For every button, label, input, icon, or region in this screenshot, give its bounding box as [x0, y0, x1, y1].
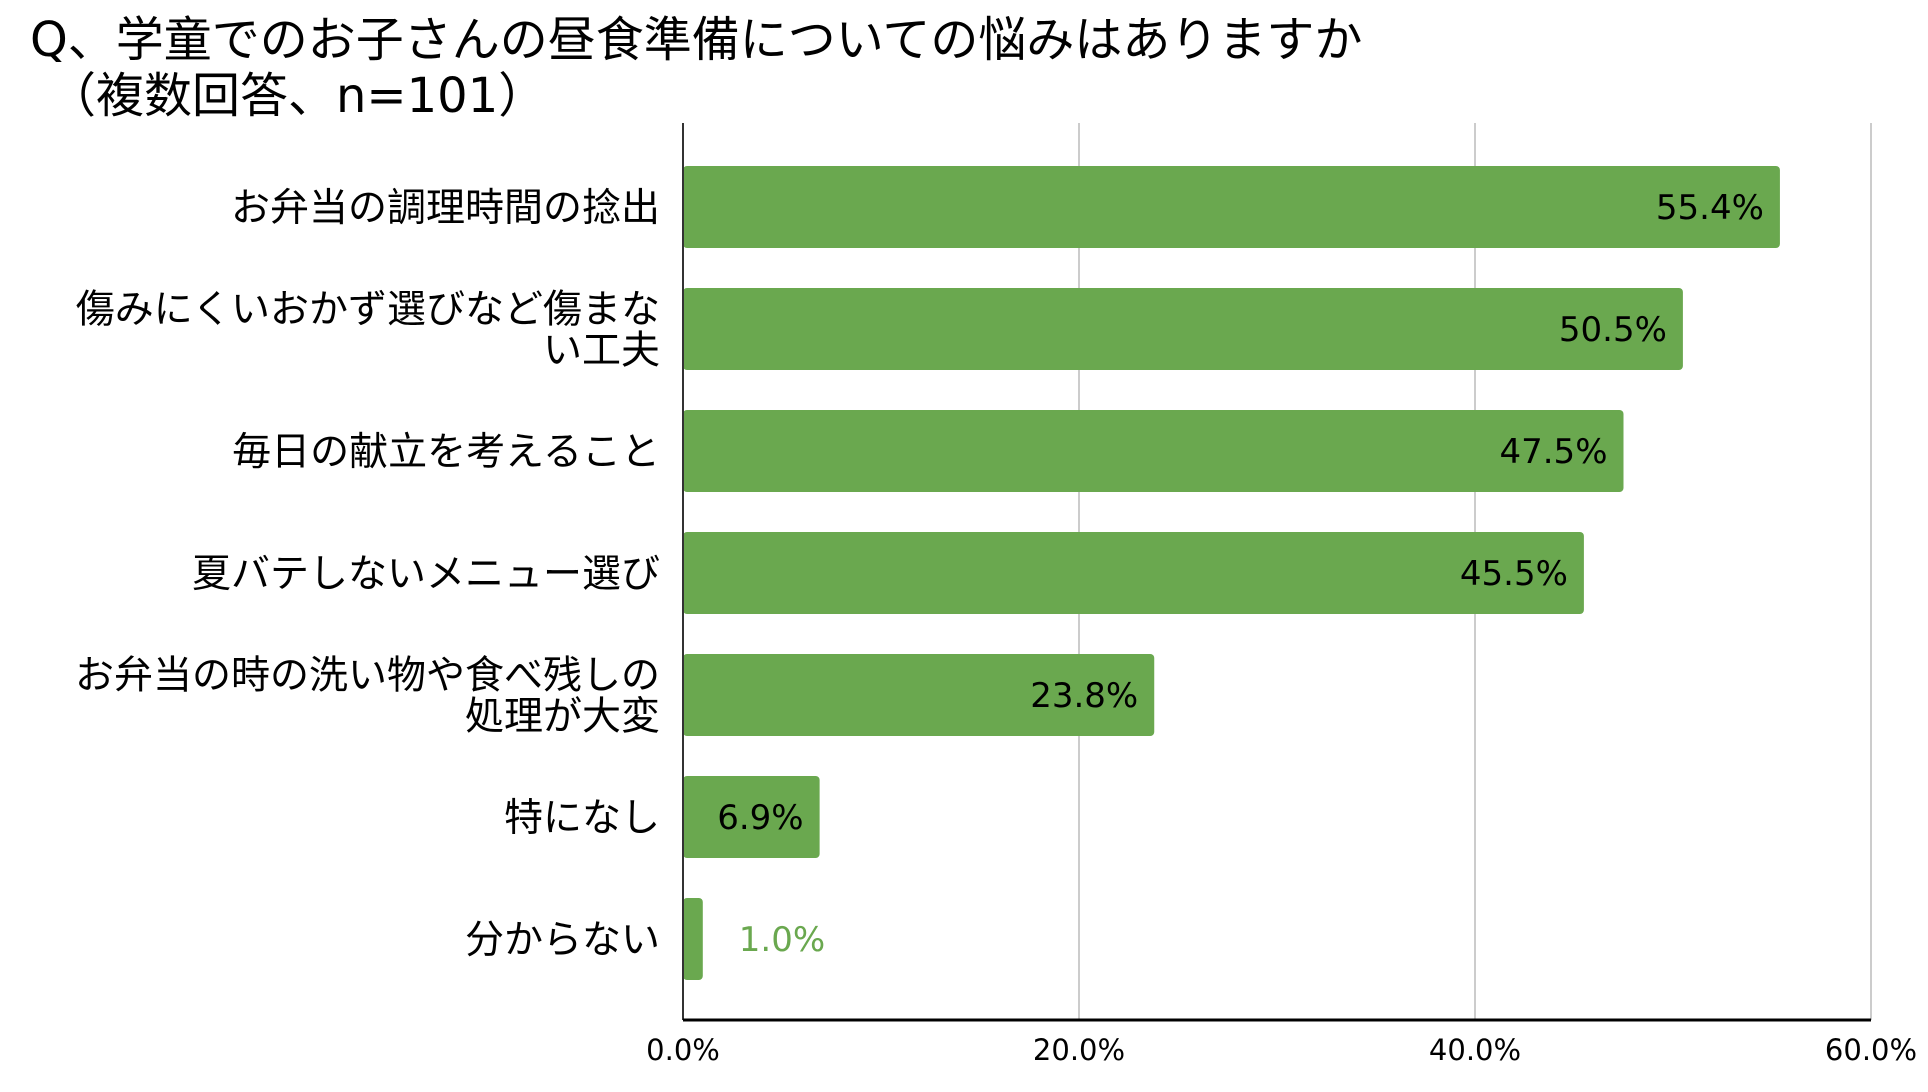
category-label: お弁当の時の洗い物や食べ残しの — [75, 654, 660, 699]
x-tick-label: 20.0% — [1033, 1033, 1125, 1067]
data-label: 1.0% — [739, 920, 825, 960]
bar — [683, 288, 1683, 370]
x-tick-label: 40.0% — [1429, 1033, 1521, 1067]
x-tick-label: 60.0% — [1825, 1033, 1917, 1067]
data-label: 6.9% — [717, 798, 803, 838]
category-label: 特になし — [504, 796, 660, 841]
data-label: 47.5% — [1499, 432, 1607, 472]
category-label: 毎日の献立を考えること — [232, 430, 660, 475]
chart-title-line: Q、学童でのお子さんの昼食準備についての悩みはありますか — [30, 12, 1362, 68]
data-label: 45.5% — [1460, 554, 1568, 594]
category-label: 処理が大変 — [465, 695, 660, 740]
category-label: 分からない — [465, 918, 660, 963]
category-label: 夏バテしないメニュー選び — [192, 552, 660, 597]
category-label: 傷みにくいおかず選びなど傷まな — [76, 288, 660, 333]
bar — [683, 776, 820, 858]
category-label: い工夫 — [543, 329, 660, 374]
bar — [683, 654, 1155, 736]
bar — [683, 532, 1584, 614]
data-label: 55.4% — [1656, 188, 1764, 228]
data-label: 50.5% — [1559, 310, 1667, 350]
x-tick-label: 0.0% — [646, 1033, 720, 1067]
bar — [683, 898, 703, 980]
category-label: お弁当の調理時間の捻出 — [231, 186, 660, 231]
data-label: 23.8% — [1030, 676, 1138, 716]
bar — [683, 410, 1624, 492]
chart-title-line: （複数回答、n=101） — [48, 68, 546, 124]
bar — [683, 166, 1780, 248]
